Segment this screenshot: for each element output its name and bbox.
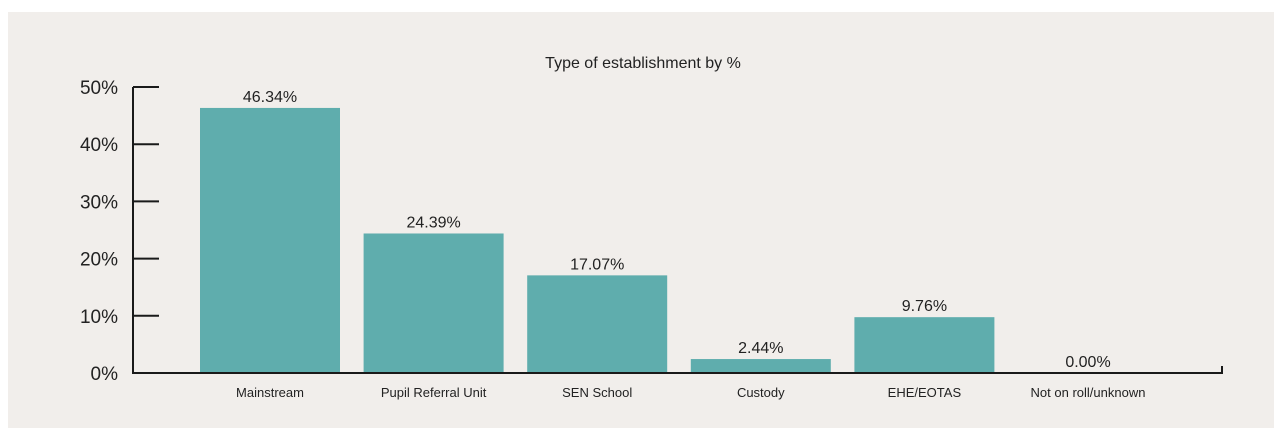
x-axis-labels: Mainstream Pupil Referral Unit SEN School C… bbox=[236, 385, 1145, 400]
y-tick-label: 10% bbox=[80, 307, 118, 328]
x-category-label: Custody bbox=[737, 385, 785, 400]
bar-value-label: 17.07% bbox=[570, 256, 624, 273]
x-category-label: EHE/EOTAS bbox=[888, 385, 962, 400]
x-category-label: SEN School bbox=[562, 385, 632, 400]
bar bbox=[363, 233, 504, 373]
bar-value-label: 2.44% bbox=[738, 340, 783, 357]
axis-line bbox=[132, 87, 1223, 374]
x-category-label: Not on roll/unknown bbox=[1031, 385, 1146, 400]
bar-value-label: 0.00% bbox=[1065, 354, 1110, 371]
x-category-label: Mainstream bbox=[236, 385, 304, 400]
bar bbox=[527, 275, 668, 373]
y-tick-label: 40% bbox=[80, 135, 118, 156]
bar bbox=[690, 359, 831, 373]
chart-title: Type of establishment by % bbox=[545, 55, 741, 72]
y-axis-ticks: 0% 10% 20% 30% 40% 50% bbox=[80, 78, 159, 385]
x-category-label: Pupil Referral Unit bbox=[381, 385, 487, 400]
bar-value-label: 9.76% bbox=[902, 298, 947, 315]
bars bbox=[200, 107, 995, 373]
data-labels: 46.34% 24.39% 17.07% 2.44% 9.76% 0.00% bbox=[243, 89, 1111, 371]
y-tick-label: 30% bbox=[80, 192, 118, 213]
bar bbox=[854, 317, 995, 373]
y-tick-label: 50% bbox=[80, 78, 118, 99]
y-tick-label: 20% bbox=[80, 250, 118, 271]
bar-value-label: 24.39% bbox=[406, 214, 460, 231]
bar bbox=[200, 107, 340, 373]
y-tick-label: 0% bbox=[91, 364, 119, 385]
bar-value-label: 46.34% bbox=[243, 89, 297, 106]
